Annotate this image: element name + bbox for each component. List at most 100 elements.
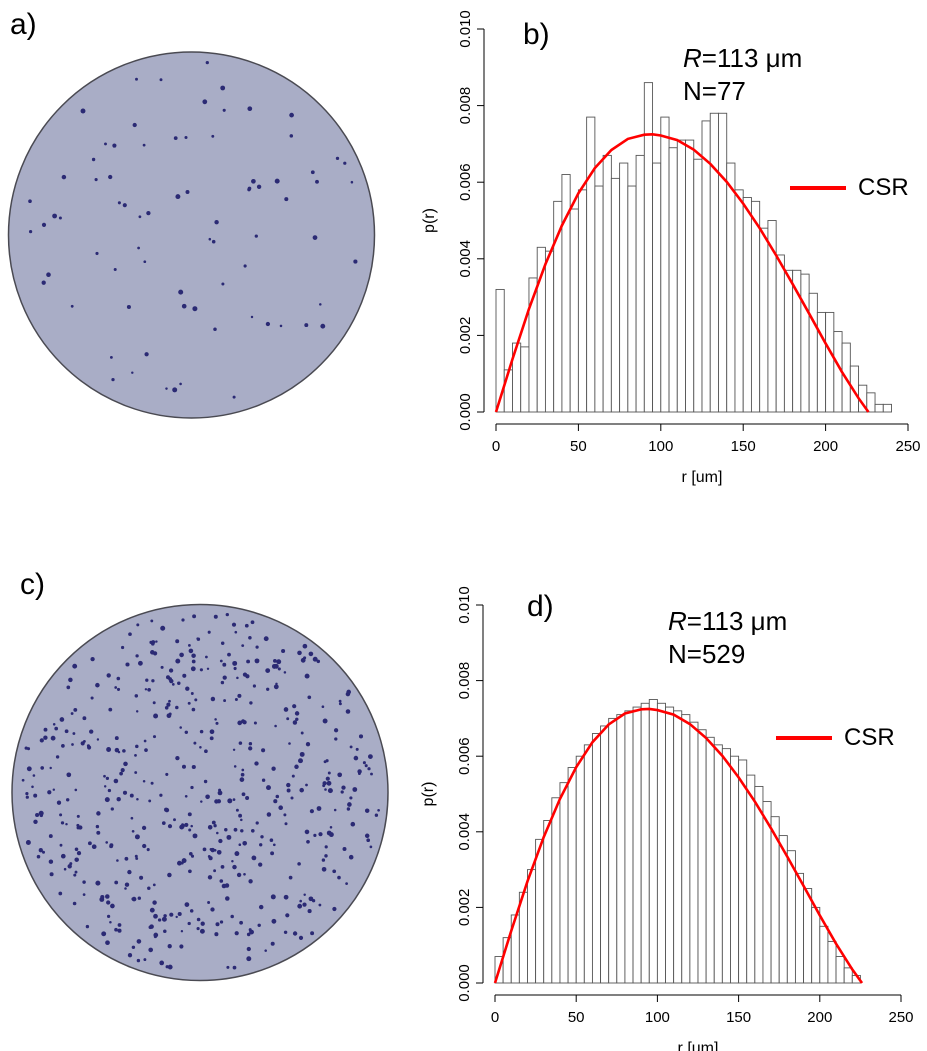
cell-dot [175,639,180,644]
cell-dot [91,157,96,162]
x-axis-label: r [um] [682,469,723,486]
cell-dot [99,897,105,902]
cell-dot [56,800,62,805]
cell-dot [196,637,201,641]
cell-dot [211,134,215,138]
cell-dot [150,619,154,623]
cell-dot [316,659,321,664]
y-tick-label: 0.004 [456,813,473,851]
y-tick-label: 0.000 [457,393,474,431]
cell-dot [332,906,337,912]
cell-dot [146,210,151,216]
cell-dot [117,201,121,205]
cell-dot [353,755,359,761]
histogram-bar [734,189,744,413]
cell-dot [157,918,162,922]
cell-dot [353,259,358,264]
cell-dot [227,798,233,804]
cell-dot [124,887,127,890]
cell-dot [47,790,52,795]
cell-dot [38,848,43,853]
cell-dot [134,854,138,858]
histogram-bar [882,403,892,413]
cell-dot [223,699,227,703]
cell-dot [35,812,40,818]
cell-dot [74,870,78,874]
count-text-d: N=529 [668,639,746,669]
cell-dot [337,772,343,778]
cell-dot [200,921,205,926]
cell-dot [175,705,179,710]
cell-dot [80,108,86,114]
y-tick-label: 0.006 [456,737,473,775]
cell-dot [181,858,187,864]
x-tick-label: 200 [813,438,838,455]
cell-dot [265,668,271,673]
histogram-bar [811,906,821,984]
cell-dot [258,904,264,910]
cell-dot [116,797,121,802]
cell-dot [235,808,239,812]
cell-dot [188,644,191,647]
cell-dot [220,680,225,685]
cell-dot [24,746,28,750]
cell-dot [108,707,113,712]
cell-dot [147,886,151,891]
cell-dot [58,216,62,220]
cell-dot [225,896,230,901]
cell-dot [273,663,279,669]
histogram-bar [746,774,756,984]
cell-dot [254,234,258,238]
cell-dot [342,847,347,851]
histogram-bar [610,177,621,413]
cell-dot [288,875,293,880]
cell-dot [132,122,137,128]
cell-dot [124,856,129,861]
cell-dot [266,785,271,791]
x-tick-label: 50 [568,1009,585,1026]
histogram-bar [577,189,588,413]
cell-dot [274,178,280,184]
cell-dot [222,108,226,112]
cell-dot [137,246,140,250]
cell-dot [231,622,237,627]
cell-dot [142,843,147,849]
cell-dot [165,387,168,390]
cell-dot [327,771,331,775]
cell-dot [208,856,213,861]
cell-dot [300,657,306,663]
y-tick-label: 0.002 [457,317,474,355]
cell-dot [28,229,33,234]
histogram-bar [559,782,569,984]
cell-dot [160,665,164,669]
cell-dot [117,928,122,933]
cell-dot [202,847,207,852]
histogram-bar [709,112,719,413]
cell-dot [220,85,226,91]
cell-dot [181,303,187,309]
cell-dot [82,893,86,896]
cell-dot [114,927,118,932]
cell-dot [225,612,229,617]
cell-dot [242,672,248,677]
cell-dot [289,112,294,118]
cell-dot [266,812,272,817]
cell-dot [106,747,112,752]
cell-dot [214,718,217,721]
cell-dot [49,766,52,770]
cell-dot [219,879,224,883]
cell-dot [252,684,256,688]
x-tick-label: 150 [726,1009,751,1026]
cell-dot [149,907,155,913]
cell-dot [273,684,279,690]
cell-dot [72,732,76,735]
cell-dot [32,774,36,777]
cell-dot [318,832,323,837]
cell-dot [233,666,237,671]
cell-dot [251,855,257,861]
histogram-bar [705,736,715,984]
cell-dot [243,264,247,268]
cell-dot [159,793,163,797]
cell-dot [191,653,196,658]
cell-dot [284,197,289,202]
